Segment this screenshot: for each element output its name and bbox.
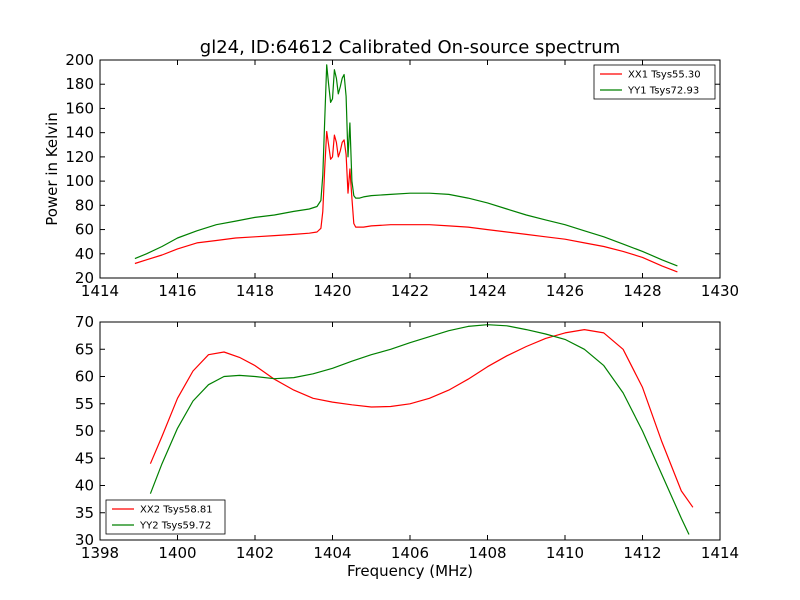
- bottom-x-tick-label: 1406: [391, 544, 429, 562]
- bottom-x-tick-label: 1398: [81, 544, 119, 562]
- top-x-tick-label: 1424: [468, 282, 506, 300]
- bottom-y-tick-label: 45: [75, 449, 94, 467]
- chart-title: gl24, ID:64612 Calibrated On-source spec…: [200, 37, 620, 58]
- bottom-y-tick-label: 60: [75, 368, 94, 386]
- top-y-tick-label: 40: [75, 245, 94, 263]
- bottom-x-tick-label: 1400: [158, 544, 196, 562]
- top-x-tick-label: 1426: [546, 282, 584, 300]
- bottom-y-tick-label: 40: [75, 477, 94, 495]
- top-y-tick-label: 20: [75, 269, 94, 287]
- bottom-x-tick-label: 1408: [468, 544, 506, 562]
- top-y-tick-label: 180: [65, 75, 94, 93]
- bottom-y-tick-label: 50: [75, 422, 94, 440]
- top-plot-series-group: [134, 64, 678, 273]
- bottom-plot-ticks: 1398 1400 1402 1404 1406 1408 1410 1412 1414 30 35…: [75, 313, 739, 562]
- bottom-y-tick-label: 35: [75, 504, 94, 522]
- bottom-y-tick-label: 65: [75, 340, 94, 358]
- bottom-y-tick-label: 55: [75, 395, 94, 413]
- top-plot-ticks: 1414 1416 1418 1420 1422 1424 1426 1428 1430 20 40…: [65, 51, 739, 300]
- top-x-tick-label: 1422: [391, 282, 429, 300]
- top-y-tick-label: 200: [65, 51, 94, 69]
- top-plot-panel: gl24, ID:64612 Calibrated On-source spec…: [43, 37, 739, 300]
- bottom-y-tick-label: 30: [75, 531, 94, 549]
- top-x-tick-label: 1420: [313, 282, 351, 300]
- top-y-tick-label: 60: [75, 221, 94, 239]
- top-x-tick-label: 1418: [236, 282, 274, 300]
- top-x-tick-label: 1414: [81, 282, 119, 300]
- legend-label-yy2: YY2 Tsys59.72: [139, 521, 211, 532]
- legend-label-xx2: XX2 Tsys58.81: [140, 505, 213, 516]
- bottom-plot-series-group: [149, 324, 694, 535]
- legend-label-xx1: XX1 Tsys55.30: [628, 70, 701, 81]
- top-plot-y-axis-label: Power in Kelvin: [43, 112, 61, 226]
- bottom-plot-legend: XX2 Tsys58.81 YY2 Tsys59.72: [105, 499, 226, 535]
- top-y-tick-label: 160: [65, 99, 94, 117]
- bottom-plot-panel: 1398 1400 1402 1404 1406 1408 1410 1412 1414 30 35…: [75, 313, 739, 580]
- bottom-plot-x-axis-label: Frequency (MHz): [347, 562, 473, 580]
- top-plot-legend: XX1 Tsys55.30 YY1 Tsys72.93: [593, 64, 716, 100]
- top-x-tick-label: 1428: [623, 282, 661, 300]
- top-series-line-1: [134, 130, 678, 273]
- bottom-y-tick-label: 70: [75, 313, 94, 331]
- top-x-tick-label: 1416: [158, 282, 196, 300]
- bottom-x-tick-label: 1410: [546, 544, 584, 562]
- top-y-tick-label: 120: [65, 148, 94, 166]
- top-plot-legend-box: [593, 64, 716, 100]
- top-x-tick-label: 1430: [701, 282, 739, 300]
- bottom-x-tick-label: 1412: [623, 544, 661, 562]
- bottom-plot-legend-box: [105, 499, 226, 535]
- bottom-x-tick-label: 1414: [701, 544, 739, 562]
- bottom-series-line-1: [149, 329, 694, 508]
- bottom-x-tick-label: 1402: [236, 544, 274, 562]
- top-y-tick-label: 140: [65, 124, 94, 142]
- top-y-tick-label: 80: [75, 196, 94, 214]
- legend-label-yy1: YY1 Tsys72.93: [627, 86, 699, 97]
- top-series-line-2: [134, 64, 678, 267]
- bottom-x-tick-label: 1404: [313, 544, 351, 562]
- bottom-series-line-2: [149, 324, 690, 535]
- top-y-tick-label: 100: [65, 172, 94, 190]
